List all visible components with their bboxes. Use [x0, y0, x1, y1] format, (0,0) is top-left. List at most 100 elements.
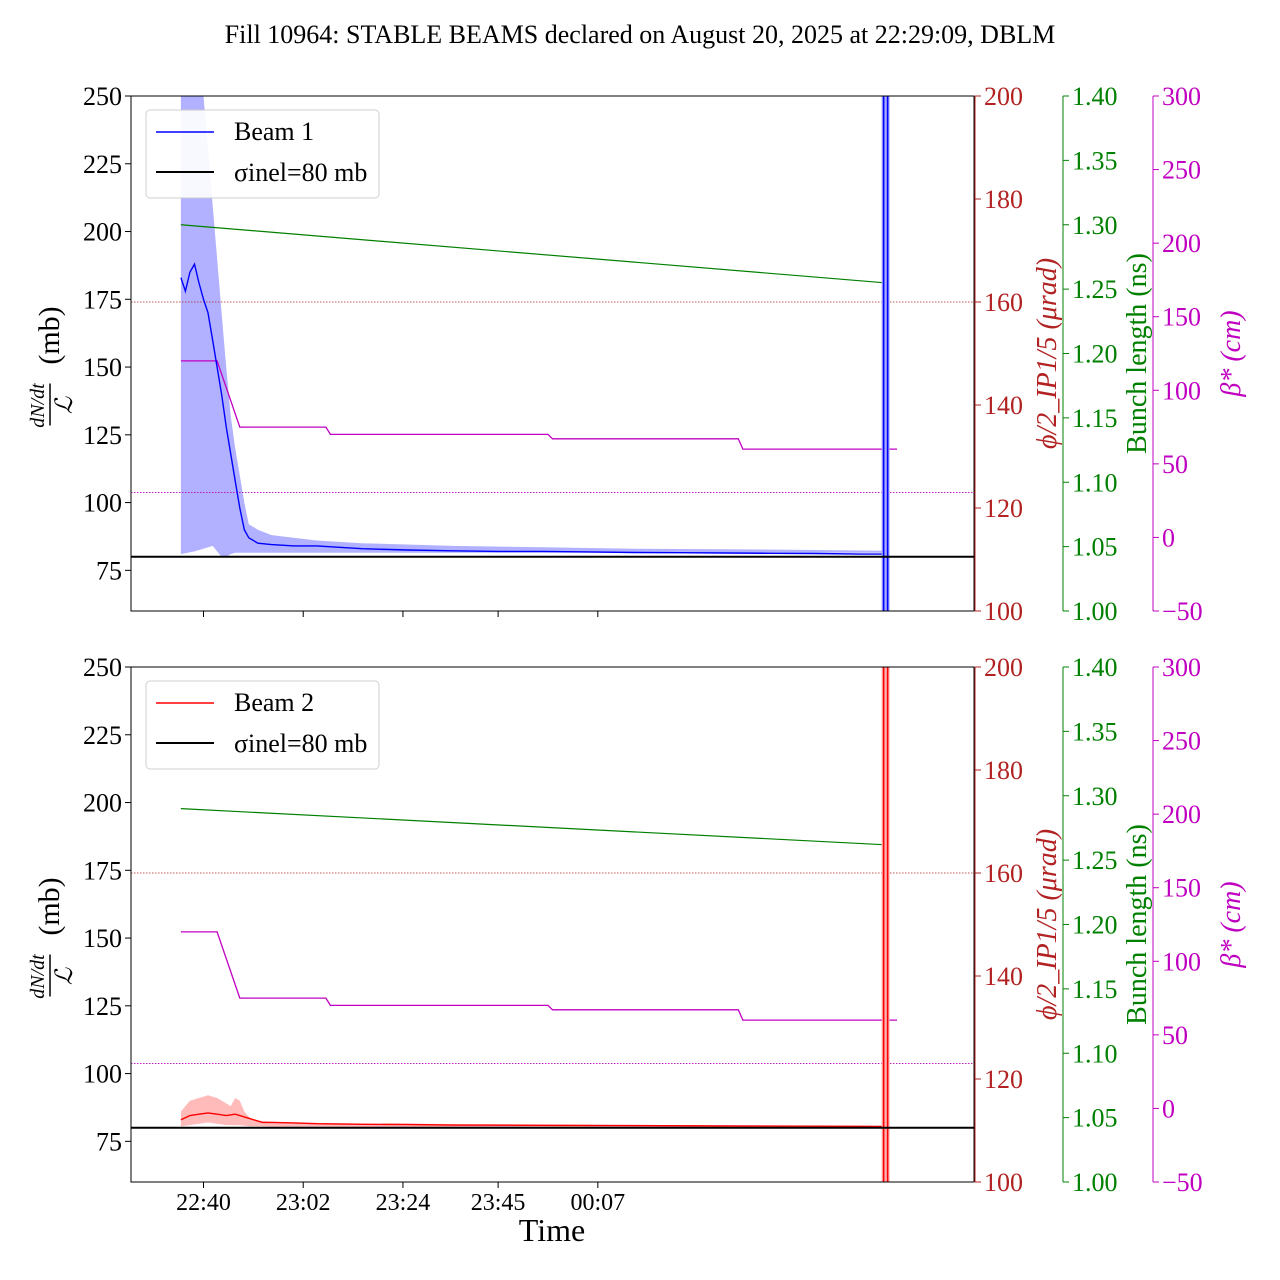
beam-series-line: [180, 262, 884, 555]
left-axis-label: dN/dt ℒ (mb): [27, 306, 78, 427]
left-tick-label: 200: [83, 218, 122, 247]
beta-axis-tick-label: 50: [1162, 450, 1188, 479]
crossing-axis-tick-label: 140: [984, 962, 1023, 991]
left-tick-label: 75: [96, 1127, 122, 1156]
bunch-axis-tick-label: 1.05: [1072, 533, 1118, 562]
beam-band: [180, 1095, 884, 1127]
left-tick-label: 200: [83, 789, 122, 818]
bunch-axis-tick-label: 1.20: [1072, 340, 1118, 369]
crossing-axis-label: ϕ/2_IP1/5 (μrad): [1032, 829, 1063, 1020]
crossing-axis-label: ϕ/2_IP1/5 (μrad): [1032, 258, 1063, 449]
plot-frame: [130, 666, 975, 1183]
x-axis-label: Time: [518, 1212, 586, 1248]
beta-axis-tick-label: 100: [1162, 947, 1201, 976]
x-tick-label: 22:40: [176, 1190, 231, 1216]
ylabel-numerator: dN/dt: [27, 954, 49, 999]
beta-axis-tick-label: 300: [1162, 82, 1201, 111]
bunch-axis-tick-label: 1.15: [1072, 404, 1118, 433]
left-tick-label: 225: [83, 150, 122, 179]
ylabel-denominator: ℒ: [52, 396, 78, 414]
crossing-axis-tick-label: 180: [984, 756, 1023, 785]
beta-axis-tick-label: 50: [1162, 1021, 1188, 1050]
bunch-axis-tick-label: 1.40: [1072, 82, 1118, 111]
crossing-axis-tick-label: 120: [984, 1065, 1023, 1094]
beta-star-line: [180, 931, 897, 1021]
bunch-length-line: [180, 808, 884, 846]
crossing-axis-tick-label: 160: [984, 288, 1023, 317]
beta-axis-title: β* (cm): [1216, 310, 1247, 397]
beta-axis-tick-label: 150: [1162, 303, 1201, 332]
left-tick-label: 250: [83, 653, 122, 682]
plot-frame: [130, 95, 975, 612]
left-axis-label: dN/dt ℒ (mb): [27, 877, 78, 998]
bunch-axis-tick-label: 1.25: [1072, 275, 1118, 304]
beta-axis-tick-label: −50: [1162, 597, 1203, 626]
x-tick-label: 00:07: [570, 1190, 625, 1216]
beta-axis-label: β* (cm): [1216, 881, 1247, 968]
crossing-axis-title: ϕ/2_IP1/5 (μrad): [1032, 258, 1063, 449]
crossing-axis-tick-label: 180: [984, 185, 1023, 214]
ylabel-denominator: ℒ: [52, 967, 78, 985]
x-tick-label: 23:02: [276, 1190, 331, 1216]
beta-axis-tick-label: 200: [1162, 229, 1201, 258]
beta-axis-tick-label: 0: [1162, 1094, 1175, 1123]
beta-axis-tick-label: 300: [1162, 653, 1201, 682]
crossing-axis-tick-label: 100: [984, 1168, 1023, 1197]
beta-axis-tick-label: 150: [1162, 874, 1201, 903]
bunch-axis-label: Bunch length (ns): [1122, 824, 1153, 1025]
bunch-axis-tick-label: 1.00: [1072, 1168, 1118, 1197]
plot-area: [131, 96, 974, 611]
bunch-axis-tick-label: 1.30: [1072, 211, 1118, 240]
legend-beam-label: Beam 1: [234, 117, 314, 146]
left-tick-label: 125: [83, 421, 122, 450]
left-tick-label: 100: [83, 489, 122, 518]
left-tick-label: 75: [96, 556, 122, 585]
bunch-axis-title: Bunch length (ns): [1122, 824, 1153, 1025]
bunch-axis-tick-label: 1.25: [1072, 846, 1118, 875]
bunch-axis-tick-label: 1.30: [1072, 782, 1118, 811]
legend: Beam 1 σinel=80 mb: [145, 109, 380, 199]
legend-beam-label: Beam 2: [234, 688, 314, 717]
beta-axis-tick-label: 250: [1162, 727, 1201, 756]
left-tick-label: 150: [83, 353, 122, 382]
beta-axis-tick-label: 100: [1162, 376, 1201, 405]
legend-sigma-label: σinel=80 mb: [234, 158, 367, 187]
figure-title: Fill 10964: STABLE BEAMS declared on Aug…: [224, 20, 1056, 49]
bunch-axis-tick-label: 1.10: [1072, 468, 1118, 497]
beam-spike-band: [881, 667, 890, 1182]
beam-spike-band: [881, 96, 890, 611]
legend-sigma-label: σinel=80 mb: [234, 729, 367, 758]
crossing-axis-tick-label: 120: [984, 494, 1023, 523]
beta-star-line: [180, 360, 897, 450]
crossing-axis-tick-label: 160: [984, 859, 1023, 888]
x-tick-label: 23:45: [471, 1190, 526, 1216]
beta-axis-tick-label: 250: [1162, 156, 1201, 185]
panel-bottom: 75 100 125 150 175 200 225 250 22:40 23:02 23:24 23…: [27, 653, 1247, 1216]
bunch-axis-tick-label: 1.40: [1072, 653, 1118, 682]
ylabel-numerator: dN/dt: [27, 383, 49, 428]
left-tick-label: 150: [83, 924, 122, 953]
plot-area: [131, 667, 974, 1182]
bunch-axis-tick-label: 1.00: [1072, 597, 1118, 626]
ylabel-unit: (mb): [33, 306, 66, 364]
left-tick-label: 100: [83, 1060, 122, 1089]
bunch-axis-tick-label: 1.35: [1072, 146, 1118, 175]
beta-axis-label: β* (cm): [1216, 310, 1247, 397]
beam-series-line: [180, 1112, 884, 1128]
crossing-axis-tick-label: 140: [984, 391, 1023, 420]
left-tick-label: 175: [83, 856, 122, 885]
beta-axis-tick-label: 0: [1162, 523, 1175, 552]
bunch-axis-label: Bunch length (ns): [1122, 253, 1153, 454]
ylabel-unit: (mb): [33, 877, 66, 935]
beta-axis-tick-label: −50: [1162, 1168, 1203, 1197]
bunch-axis-tick-label: 1.05: [1072, 1104, 1118, 1133]
crossing-axis-tick-label: 200: [984, 653, 1023, 682]
legend: Beam 2 σinel=80 mb: [145, 680, 380, 770]
left-tick-label: 175: [83, 285, 122, 314]
panel-top: 75 100 125 150 175 200 225 250 100 120 140 160 180 20…: [27, 82, 1247, 626]
x-tick-label: 23:24: [376, 1190, 431, 1216]
bunch-axis-title: Bunch length (ns): [1122, 253, 1153, 454]
bunch-axis-tick-label: 1.20: [1072, 911, 1118, 940]
left-tick-label: 125: [83, 992, 122, 1021]
